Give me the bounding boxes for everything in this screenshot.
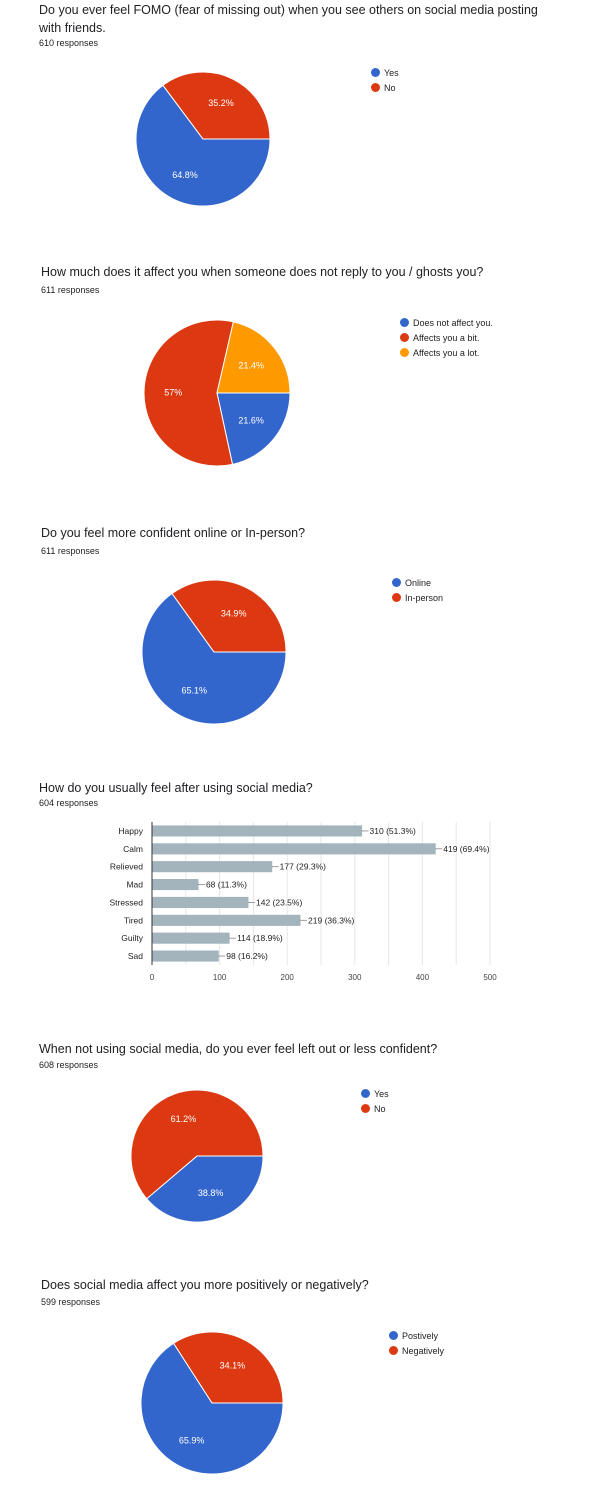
question-title: How much does it affect you when someone… [41,265,484,279]
pie-chart: 65.9% 34.1% Postively Negatively [140,1331,445,1475]
category-label: Tired [124,915,143,925]
question-block-1: Do you ever feel FOMO (fear of missing o… [0,0,612,250]
question-block-5: When not using social media, do you ever… [0,1035,612,1270]
question-title: Do you ever feel FOMO (fear of missing o… [39,3,538,35]
pie-label-2: 34.1% [220,1361,246,1371]
legend-marker [389,1346,398,1355]
bar-stressed [152,896,249,908]
data-label: 68 (11.3%) [206,880,247,890]
pie-label-1: 64.8% [172,170,198,180]
pie-slice-3 [216,321,291,394]
response-count: 611 responses [41,546,100,556]
data-label: 419 (69.4%) [443,844,489,854]
response-count: 608 responses [39,1060,99,1070]
response-count: 604 responses [39,798,99,808]
pie-label-1: 38.8% [198,1188,224,1198]
pie-slice-2 [143,319,234,467]
pie-chart: 38.8% 61.2% Yes No [130,1089,389,1223]
data-label: 114 (18.9%) [237,933,283,943]
legend-entry-3[interactable]: Affects you a lot. [413,348,479,358]
pie-slice-1 [145,1155,264,1223]
legend-marker [361,1104,370,1113]
legend-entry-2[interactable]: Affects you a bit. [413,333,479,343]
legend-marker [361,1089,370,1098]
data-label: 142 (23.5%) [256,897,302,907]
bar-sad [152,950,219,962]
pie-slice-2 [171,579,287,653]
legend-entry-1[interactable]: Yes [384,68,399,78]
category-label: Relieved [110,862,143,872]
pie-label-2: 34.9% [221,609,247,619]
bar-happy [152,825,363,837]
legend-entry-2[interactable]: Negatively [402,1346,445,1356]
bar-guilty [152,932,230,944]
x-tick-label: 400 [416,973,430,982]
pie-chart: 21.6% 57% 21.4% Does not affect you. Affects… [143,318,493,467]
legend-entry-2[interactable]: No [384,83,396,93]
legend-entry-1[interactable]: Does not affect you. [413,318,493,328]
legend-entry-2[interactable]: No [374,1104,386,1114]
pie-chart: 65.1% 34.9% Online In-person [141,578,443,725]
category-label: Guilty [121,933,143,943]
legend-marker [371,68,380,77]
x-tick-label: 200 [281,973,295,982]
legend-marker [400,333,409,342]
legend-entry-2[interactable]: In-person [405,593,443,603]
question-block-3: Do you feel more confident online or In-… [0,520,612,770]
pie-label-1: 65.1% [182,685,208,695]
x-tick-label: 500 [483,973,497,982]
pie-slice-1 [135,84,271,207]
question-title: Does social media affect you more positi… [41,1278,369,1292]
pie-chart: 64.8% 35.2% Yes No [135,68,399,207]
legend-marker [392,593,401,602]
bar-calm [152,843,436,855]
data-label: 310 (51.3%) [370,826,416,836]
pie-slice-2 [172,1331,284,1404]
pie-label-2: 61.2% [171,1114,197,1124]
bar-relieved [152,861,273,873]
legend-entry-1[interactable]: Postively [402,1331,439,1341]
data-label: 177 (29.3%) [280,862,326,872]
legend-marker [371,83,380,92]
response-count: 610 responses [39,38,99,48]
response-count: 611 responses [41,285,100,295]
question-block-2: How much does it affect you when someone… [0,250,612,520]
question-title: Do you feel more confident online or In-… [41,526,306,540]
legend-marker [389,1331,398,1340]
x-tick-label: 0 [150,973,155,982]
legend-entry-1[interactable]: Yes [374,1089,389,1099]
category-label: Happy [118,826,143,836]
pie-slice-1 [216,392,291,465]
pie-label-1: 21.6% [238,416,264,426]
question-block-4: How do you usually feel after using soci… [0,770,612,1035]
data-label: 219 (36.3%) [308,915,354,925]
bar-chart: 0 100 200 300 400 500 Happy 310 (51.3%) Calm 419 … [109,822,497,982]
legend-marker [392,578,401,587]
pie-slice-2 [130,1089,264,1200]
pie-label-2: 57% [164,388,182,398]
response-count: 599 responses [41,1297,101,1307]
pie-label-2: 35.2% [208,98,234,108]
x-tick-label: 300 [348,973,362,982]
x-tick-label: 100 [213,973,227,982]
data-label: 98 (16.2%) [226,951,268,961]
pie-label-3: 21.4% [239,361,265,371]
category-label: Mad [126,880,143,890]
legend-marker [400,318,409,327]
bar-mad [152,879,199,891]
legend-entry-1[interactable]: Online [405,578,431,588]
pie-slice-1 [140,1342,284,1475]
category-label: Stressed [109,897,143,907]
category-label: Calm [123,844,143,854]
pie-label-1: 65.9% [179,1435,205,1445]
question-title: When not using social media, do you ever… [39,1042,438,1056]
question-block-6: Does social media affect you more positi… [0,1270,612,1496]
pie-slice-2 [162,71,271,140]
bar-tired [152,914,301,926]
legend-marker [400,348,409,357]
pie-slice-1 [141,592,287,725]
category-label: Sad [128,951,143,961]
question-title: How do you usually feel after using soci… [39,781,313,795]
